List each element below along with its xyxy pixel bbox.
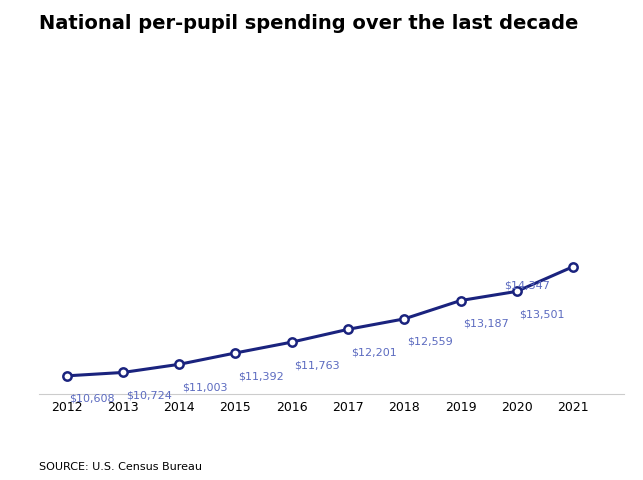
Text: $12,559: $12,559: [407, 337, 453, 347]
Text: $13,187: $13,187: [464, 319, 509, 329]
Text: $10,724: $10,724: [126, 391, 172, 400]
Text: $10,608: $10,608: [69, 394, 115, 404]
Text: $14,347: $14,347: [503, 280, 550, 290]
Text: National per-pupil spending over the last decade: National per-pupil spending over the las…: [39, 14, 578, 33]
Text: EdW: EdW: [574, 451, 609, 466]
Text: $11,763: $11,763: [294, 360, 340, 370]
Text: SOURCE: U.S. Census Bureau: SOURCE: U.S. Census Bureau: [39, 462, 201, 472]
Text: $11,003: $11,003: [182, 383, 228, 392]
Text: $13,501: $13,501: [520, 310, 565, 319]
Text: $12,201: $12,201: [351, 348, 397, 358]
Text: $11,392: $11,392: [239, 371, 284, 381]
